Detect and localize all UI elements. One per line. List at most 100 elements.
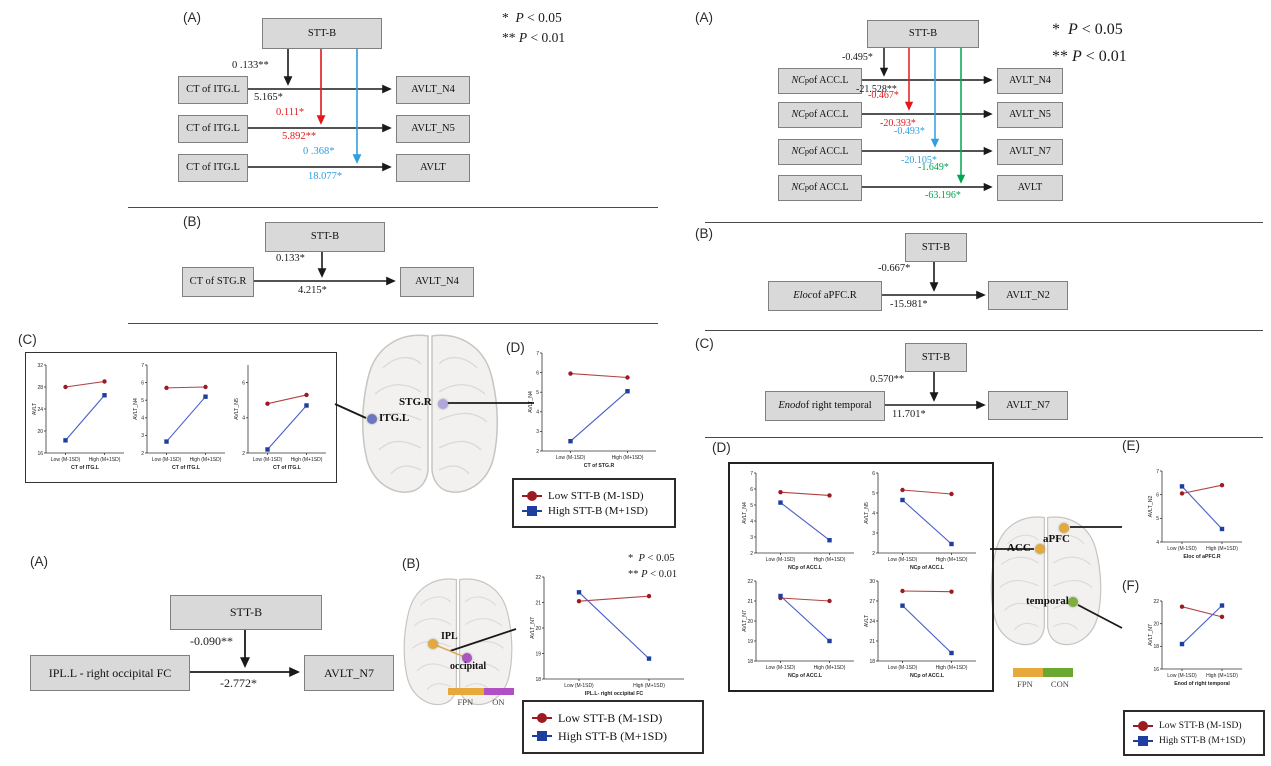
svg-text:2: 2 <box>750 551 753 557</box>
mediator-box: Eloc of aPFC.R <box>768 281 882 311</box>
path-coef: -20.105* <box>901 155 937 166</box>
region-dot-temporal <box>1068 597 1078 607</box>
moderation-coef: 0 .133** <box>232 60 269 71</box>
chart-avlt-vs-ncp-accl: 18 21 24 27 30 Low (M-1SD) High (M+1SD) NCp of … <box>862 576 980 682</box>
svg-text:IPL.L- right occipital FC: IPL.L- right occipital FC <box>585 691 643 697</box>
region-dot-apfc <box>1059 523 1069 533</box>
svg-text:Low (M-1SD): Low (M-1SD) <box>152 457 182 463</box>
svg-text:3: 3 <box>536 429 539 435</box>
moderation-coef: -1.649* <box>918 162 949 173</box>
outcome-box: AVLT_N5 <box>396 115 470 143</box>
svg-text:4: 4 <box>536 410 539 416</box>
red-circle-marker-icon <box>1133 720 1153 732</box>
svg-text:22: 22 <box>747 579 753 585</box>
svg-text:2: 2 <box>141 451 144 457</box>
region-label-itgl: ITG.L <box>379 412 410 424</box>
sig-p05: * P < 0.05 <box>502 10 562 25</box>
outcome-box: AVLT_N7 <box>997 139 1063 165</box>
stt-b-box: STT-B <box>262 18 382 49</box>
svg-text:5: 5 <box>536 390 539 396</box>
svg-text:Low (M-1SD): Low (M-1SD) <box>253 457 283 463</box>
sig-p01: ** P < 0.01 <box>1052 48 1127 66</box>
panel-label-right-b: (B) <box>695 226 713 241</box>
network-colorbar-labels: FPN CON <box>1008 679 1078 689</box>
panel-label-right-d: (D) <box>712 440 731 455</box>
sig-p01: ** P < 0.01 <box>502 30 566 46</box>
moderation-coef: 0.570** <box>870 374 905 385</box>
svg-text:6: 6 <box>872 471 875 477</box>
path-coef: 11.701* <box>892 409 926 420</box>
svg-text:NCp of ACC.L: NCp of ACC.L <box>910 673 945 679</box>
region-label-stgr: STG.R <box>399 396 432 408</box>
svg-text:High (M+1SD): High (M+1SD) <box>814 665 846 671</box>
moderation-coef: -0.467* <box>868 90 899 101</box>
region-label-ipl: IPL <box>441 631 458 642</box>
chart-avltn4-vs-ct-itgl: 2 3 4 5 6 7 Low (M-1SD) High (M+1SD) CT of ITG.L… <box>131 360 229 474</box>
svg-text:21: 21 <box>869 639 875 645</box>
svg-text:18: 18 <box>869 659 875 665</box>
sig-p01: ** P < 0.01 <box>628 568 678 580</box>
mediator-box: NC p of ACC.L <box>778 139 862 165</box>
outcome-box: AVLT_N4 <box>400 267 474 297</box>
svg-text:5: 5 <box>141 398 144 404</box>
svg-text:3: 3 <box>872 531 875 537</box>
legend-item-low: Low STT-B (M-1SD) <box>532 711 694 726</box>
significance-legend-bottom: * P < 0.05 ** P < 0.01 <box>628 551 677 583</box>
svg-text:22: 22 <box>535 575 541 581</box>
on-label: ON <box>492 697 505 707</box>
panel-label-right-f: (F) <box>1122 578 1140 593</box>
path-coef: -21.528** <box>856 84 897 95</box>
svg-text:CT of ITG.L: CT of ITG.L <box>273 465 302 471</box>
svg-text:7: 7 <box>141 363 144 369</box>
legend-item-high: High STT-B (M+1SD) <box>522 505 666 517</box>
legend-label-high: High STT-B (M+1SD) <box>548 504 648 517</box>
svg-text:3: 3 <box>141 433 144 439</box>
chart-avltn5-vs-ncp-accl: 2 3 4 5 6 Low (M-1SD) High (M+1SD) NCp of ACC.L… <box>862 468 980 574</box>
legend-item-high: High STT-B (M+1SD) <box>1133 735 1255 747</box>
svg-text:High (M+1SD): High (M+1SD) <box>936 665 968 671</box>
stt-b-box: STT-B <box>170 595 322 630</box>
svg-text:4: 4 <box>141 416 144 422</box>
svg-text:High (M+1SD): High (M+1SD) <box>612 455 644 461</box>
significance-legend-right: * P < 0.05 ** P < 0.01 <box>1052 16 1127 70</box>
mediator-box: NC p of ACC.L <box>778 175 862 201</box>
sig-p05: * P < 0.05 <box>1052 21 1123 38</box>
region-dot-itgl <box>367 414 377 424</box>
svg-text:16: 16 <box>37 451 43 457</box>
stt-b-box: STT-B <box>905 343 967 372</box>
svg-text:Enod of right temporal: Enod of right temporal <box>1174 681 1230 687</box>
panel-d-frame <box>728 462 994 692</box>
svg-text:6: 6 <box>242 380 245 386</box>
legend-item-low: Low STT-B (M-1SD) <box>522 490 666 502</box>
mediator-box: Enod of right temporal <box>765 391 885 421</box>
svg-text:Low (M-1SD): Low (M-1SD) <box>888 665 918 671</box>
stt-b-box: STT-B <box>905 233 967 262</box>
svg-text:NCp of ACC.L: NCp of ACC.L <box>788 565 823 571</box>
svg-text:32: 32 <box>37 363 43 369</box>
legend-label-low: Low STT-B (M-1SD) <box>1159 720 1242 731</box>
chart-avltn7-vs-enod-temporal: 16 18 20 22 Low (M-1SD) High (M+1SD) Enod of r… <box>1146 596 1246 690</box>
svg-text:2: 2 <box>242 451 245 457</box>
con-label: CON <box>1050 679 1069 689</box>
svg-text:AVLT_N7: AVLT_N7 <box>1148 624 1154 646</box>
svg-text:24: 24 <box>37 407 43 413</box>
mediator-box: NC p of ACC.L <box>778 68 862 94</box>
svg-text:7: 7 <box>750 471 753 477</box>
legend-label-high: High STT-B (M+1SD) <box>558 728 668 743</box>
svg-text:CT of ITG.L: CT of ITG.L <box>71 465 100 471</box>
divider <box>128 323 658 324</box>
svg-text:Low (M-1SD): Low (M-1SD) <box>556 455 586 461</box>
moderation-coef: -0.090** <box>190 634 233 648</box>
svg-text:2: 2 <box>872 551 875 557</box>
path-coef: -2.772* <box>220 676 257 690</box>
moderation-coef: -0.495* <box>842 52 873 63</box>
svg-text:24: 24 <box>869 619 875 625</box>
chart-avltn4-vs-ncp-accl: 2 3 4 5 6 7 Low (M-1SD) High (M+1SD) NCp of ACC.… <box>740 468 858 574</box>
svg-text:AVLT_N5: AVLT_N5 <box>234 398 240 420</box>
blue-square-marker-icon <box>1133 735 1153 747</box>
svg-text:18: 18 <box>1153 644 1159 650</box>
svg-text:6: 6 <box>1156 492 1159 498</box>
legend-label-high: High STT-B (M+1SD) <box>1159 735 1246 746</box>
outcome-box: AVLT_N4 <box>396 76 470 104</box>
